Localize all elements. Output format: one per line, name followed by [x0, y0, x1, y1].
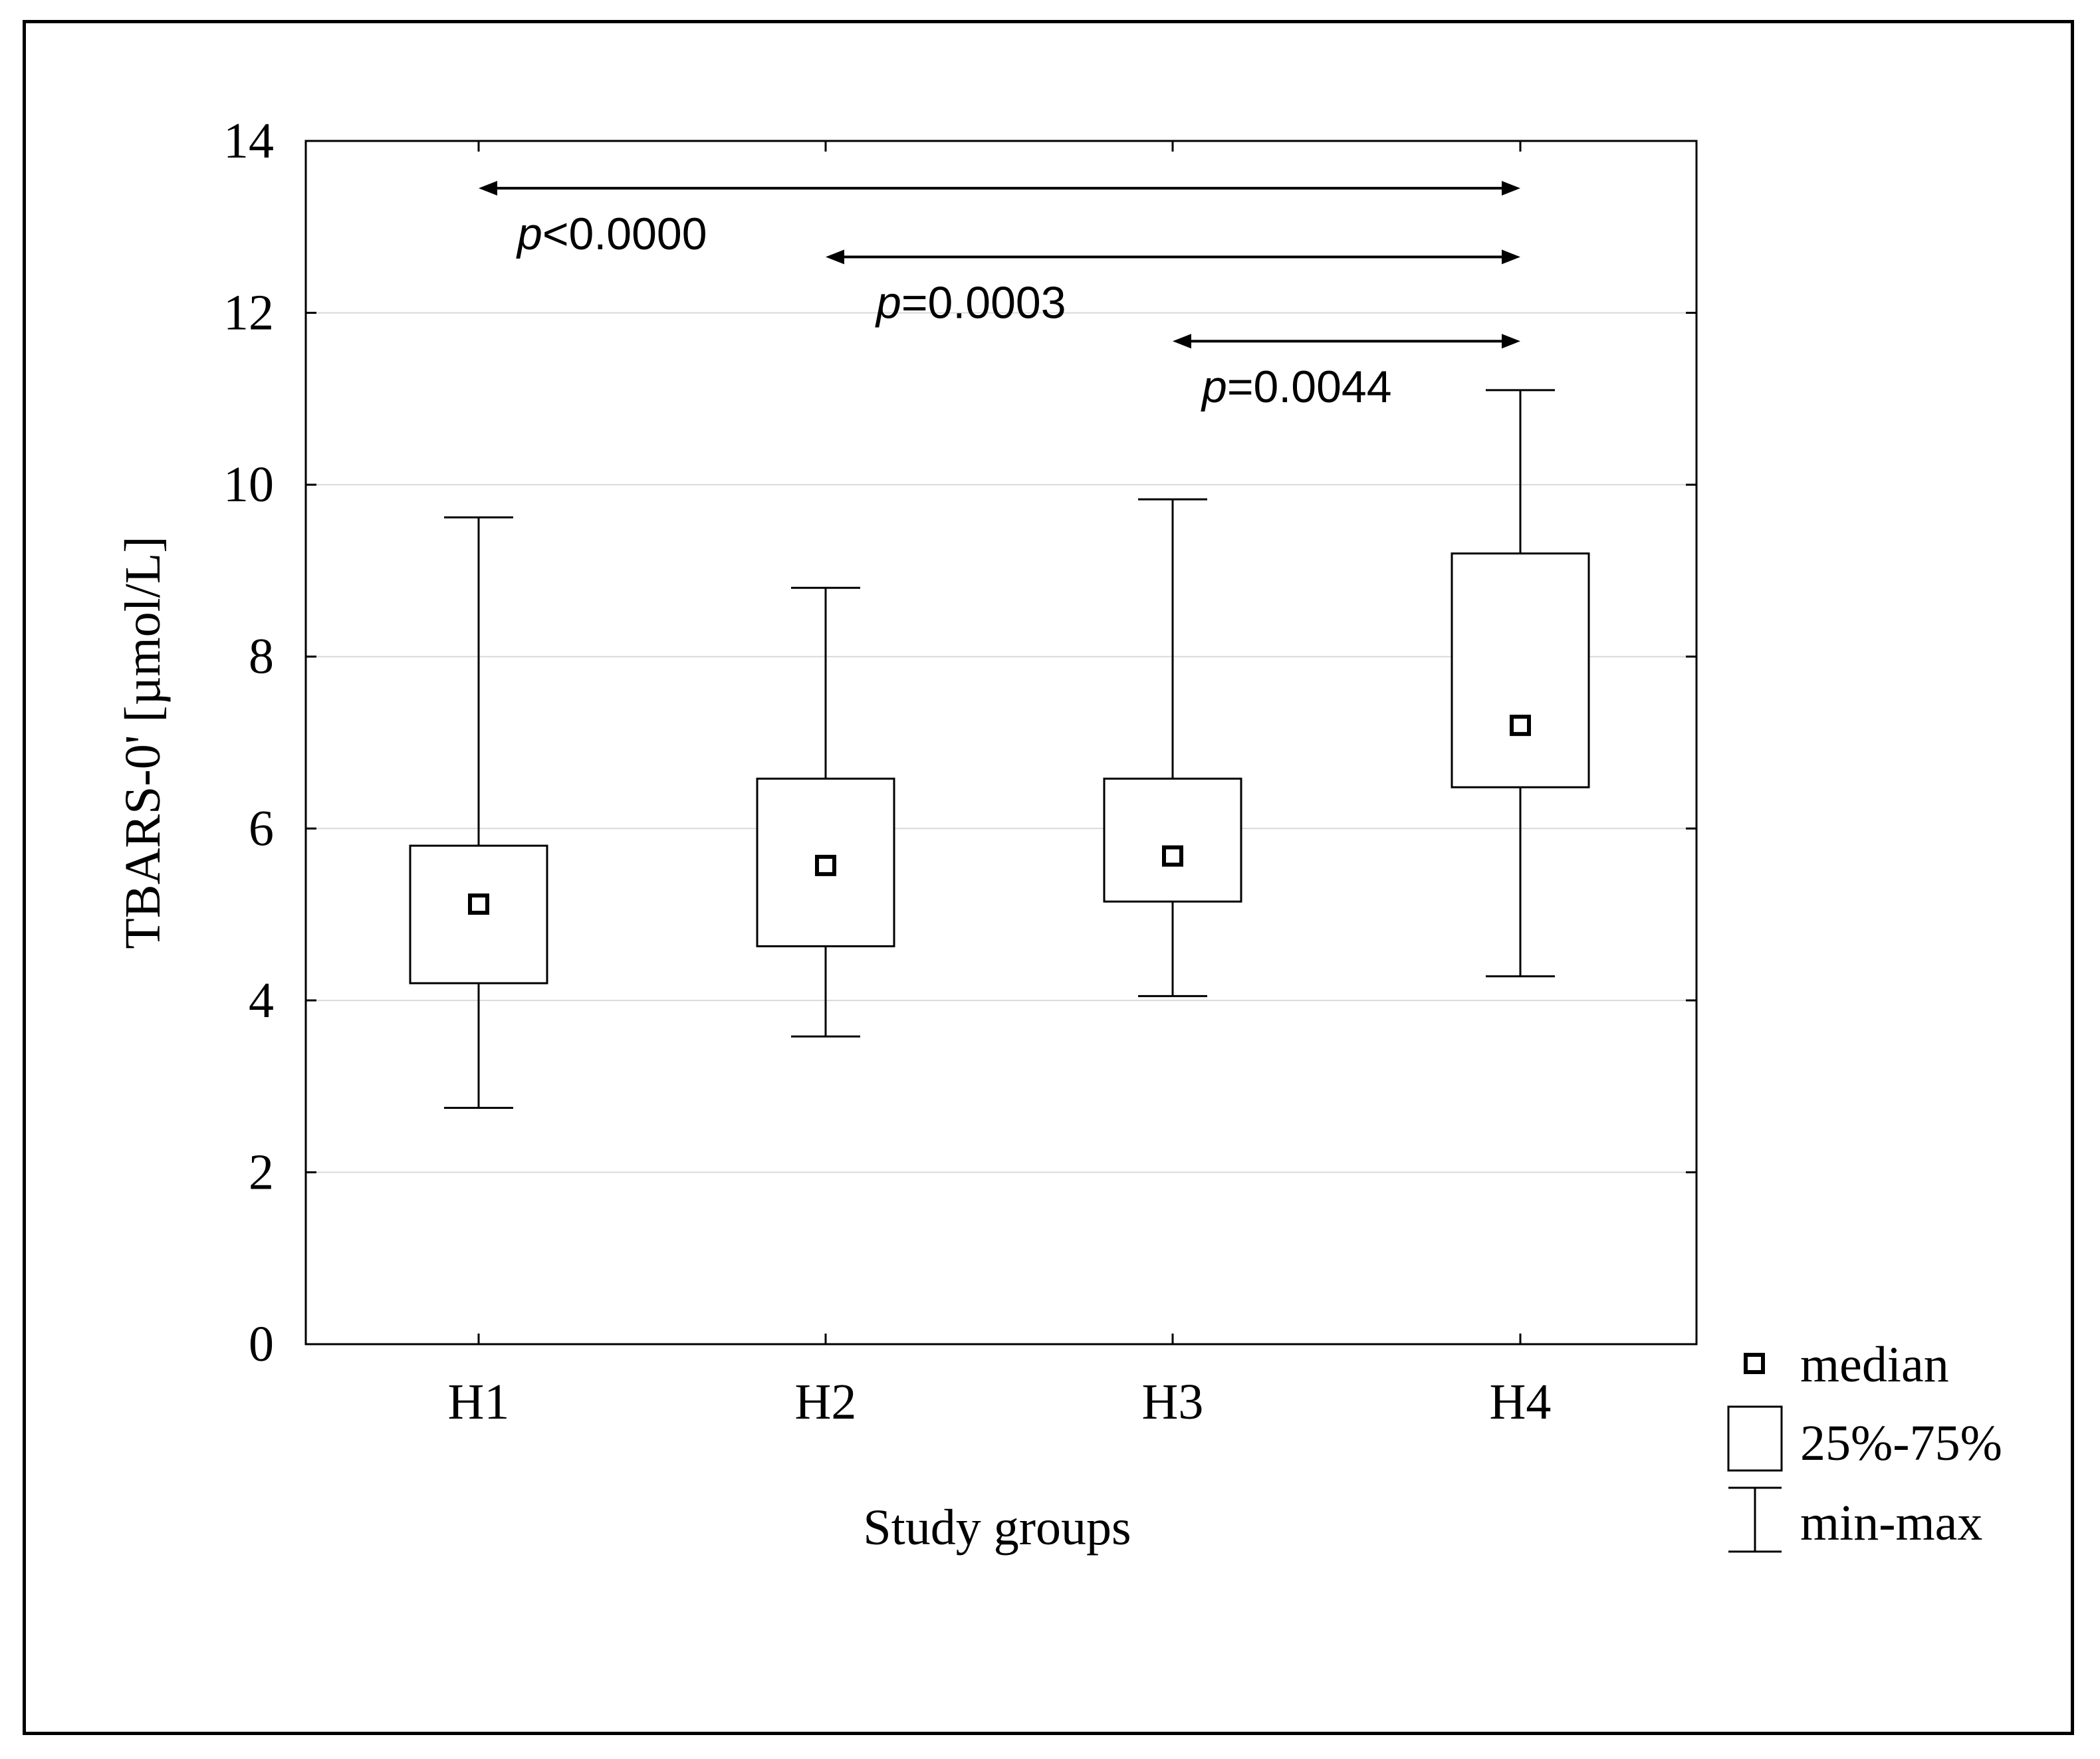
comparison-H1-H4: p<0.0000: [479, 181, 1520, 259]
legend-box-symbol: [1727, 1405, 1783, 1472]
iqr-box-H4: [1451, 552, 1590, 788]
x-tick-label-H1: H1: [448, 1374, 510, 1430]
arrowhead-left-H2-H4: [826, 249, 844, 265]
box-H4: [1451, 389, 1590, 978]
median-marker-H1: [468, 893, 489, 915]
median-marker-H2: [815, 854, 836, 876]
arrowhead-right-H3-H4: [1502, 334, 1520, 349]
y-tick-label-10: 10: [223, 457, 274, 513]
y-axis: 0 2 4 6 8 10 12 14: [223, 113, 1696, 1372]
median-marker-H3: [1162, 845, 1183, 867]
y-tick-label-8: 8: [249, 629, 274, 685]
arrowhead-right-H1-H4: [1502, 181, 1520, 196]
median-marker-H4: [1510, 715, 1531, 737]
p-value-label-H3-H4: p=0.0044: [1201, 362, 1392, 412]
legend-median-marker: [1744, 1353, 1765, 1374]
y-tick-label-14: 14: [223, 113, 274, 169]
p-symbol: p: [875, 278, 901, 328]
x-axis-label: Study groups: [863, 1500, 1131, 1556]
p-value-label-H2-H4: p=0.0003: [875, 278, 1066, 328]
iqr-box-H3: [1103, 777, 1242, 903]
x-tick-label-H3: H3: [1142, 1374, 1204, 1430]
box-H2: [756, 586, 895, 1038]
iqr-box-H1: [409, 844, 548, 985]
y-axis-label: TBARS-0' [µmol/L]: [115, 536, 171, 949]
comparison-H3-H4: p=0.0044: [1173, 334, 1520, 412]
legend-whisker-symbol: [1728, 1486, 1782, 1553]
p-value-label-H1-H4: p<0.0000: [516, 209, 707, 259]
boxes: [409, 389, 1590, 1109]
comparison-H2-H4: p=0.0003: [826, 249, 1520, 328]
legend-label-box: 25%-75%: [1800, 1415, 2002, 1471]
p-value: =0.0044: [1227, 362, 1392, 412]
p-symbol: p: [516, 209, 542, 259]
legend-label-whisker: min-max: [1800, 1495, 1982, 1551]
x-tick-label-H4: H4: [1490, 1374, 1552, 1430]
figure-frame: [23, 20, 2074, 1735]
x-axis: H1 H2 H3 H4: [448, 141, 1552, 1430]
y-tick-label-4: 4: [249, 973, 274, 1028]
box-H3: [1103, 498, 1242, 997]
box-H1: [409, 516, 548, 1109]
p-symbol: p: [1201, 362, 1227, 412]
arrowhead-right-H2-H4: [1502, 249, 1520, 265]
arrowhead-left-H3-H4: [1173, 334, 1191, 349]
y-tick-label-0: 0: [249, 1316, 274, 1372]
y-tick-label-6: 6: [249, 800, 274, 856]
p-value: =0.0003: [901, 278, 1066, 328]
y-tick-label-12: 12: [223, 285, 274, 341]
x-tick-label-H2: H2: [795, 1374, 857, 1430]
plot-area: [304, 140, 1698, 1346]
arrowhead-left-H1-H4: [479, 181, 497, 196]
legend: median 25%-75% min-max: [1727, 1337, 2002, 1553]
y-tick-label-2: 2: [249, 1144, 274, 1200]
p-value: <0.0000: [542, 209, 707, 259]
legend-label-median: median: [1800, 1337, 1949, 1393]
